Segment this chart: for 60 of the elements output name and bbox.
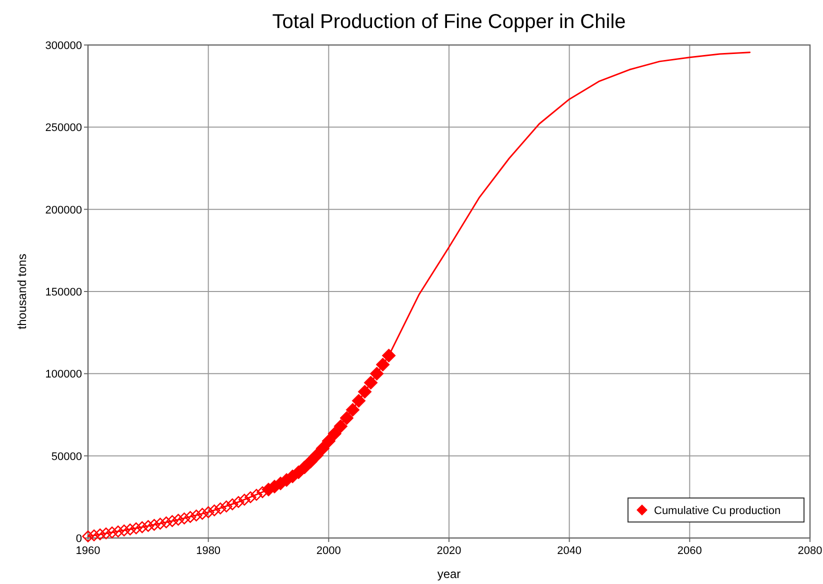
x-axis-title: year xyxy=(437,567,461,581)
point xyxy=(346,402,360,417)
y-tick-label: 150000 xyxy=(45,286,82,298)
x-tick-label: 2080 xyxy=(798,545,822,557)
x-tick-label: 1980 xyxy=(196,545,221,557)
point xyxy=(166,515,178,527)
point xyxy=(358,384,372,399)
point xyxy=(352,394,366,408)
point xyxy=(316,441,330,456)
x-tick-label: 2020 xyxy=(436,545,462,557)
point xyxy=(196,508,208,520)
point xyxy=(364,376,378,390)
point xyxy=(340,411,354,425)
x-tick-label: 2040 xyxy=(557,545,582,557)
point xyxy=(244,491,256,504)
point xyxy=(214,502,226,514)
point xyxy=(94,528,106,540)
point xyxy=(310,448,324,462)
x-tick-label: 2000 xyxy=(316,545,341,557)
point xyxy=(382,348,396,363)
point xyxy=(226,498,238,510)
point xyxy=(322,434,336,448)
point xyxy=(130,522,142,534)
point xyxy=(250,488,262,501)
point xyxy=(190,510,202,522)
point xyxy=(370,366,384,381)
point xyxy=(376,358,390,372)
point xyxy=(82,530,94,542)
point xyxy=(118,524,130,536)
point xyxy=(334,419,348,434)
chart-title: Total Production of Fine Copper in Chile xyxy=(272,11,626,33)
point xyxy=(160,516,172,528)
point xyxy=(208,504,220,516)
point xyxy=(172,514,184,526)
point xyxy=(154,518,166,530)
y-tick-label: 0 xyxy=(76,533,82,545)
y-tick-label: 300000 xyxy=(45,40,82,52)
point xyxy=(136,521,148,534)
y-tick-label: 50000 xyxy=(51,450,82,463)
y-tick-label: 100000 xyxy=(45,368,82,381)
point xyxy=(148,518,160,531)
point xyxy=(178,512,190,524)
point xyxy=(112,526,124,538)
point xyxy=(88,529,100,542)
point xyxy=(184,511,196,523)
point xyxy=(100,528,112,540)
point xyxy=(202,506,214,518)
point xyxy=(328,426,342,441)
y-tick-label: 250000 xyxy=(45,122,82,134)
point xyxy=(124,524,136,536)
point xyxy=(142,520,154,532)
legend-label: Cumulative Cu production xyxy=(654,505,781,517)
point xyxy=(220,500,232,512)
y-axis-title: thousand tons xyxy=(15,254,29,330)
point xyxy=(238,494,250,506)
x-tick-label: 1960 xyxy=(76,545,100,557)
y-tick-label: 200000 xyxy=(45,204,82,216)
point xyxy=(106,526,118,538)
x-tick-label: 2060 xyxy=(677,545,702,557)
point xyxy=(232,496,244,508)
